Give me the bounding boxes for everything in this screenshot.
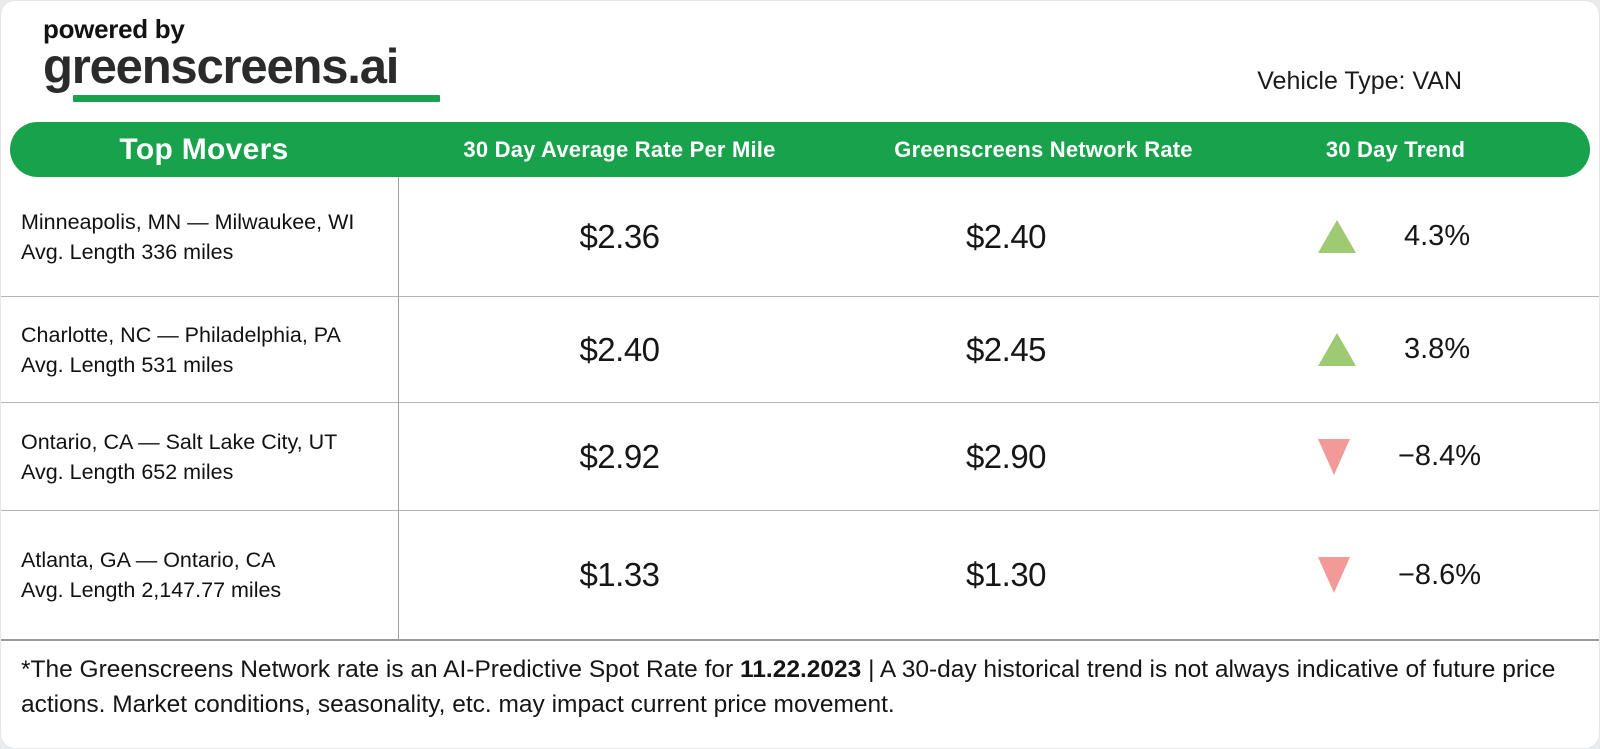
table-row: Ontario, CA — Salt Lake City, UT Avg. Le… — [1, 403, 1599, 511]
route-cell: Ontario, CA — Salt Lake City, UT Avg. Le… — [1, 427, 398, 487]
greenscreens-logo: powered by greenscreens.ai — [43, 14, 440, 102]
route-label: Ontario, CA — Salt Lake City, UT — [21, 429, 338, 454]
footnote-date: 11.22.2023 — [739, 656, 862, 683]
footnote: *The Greenscreens Network rate is an AI-… — [21, 652, 1581, 722]
brand-underline — [73, 95, 440, 102]
avg-rate-value: $2.92 — [579, 437, 660, 475]
network-rate-value: $2.90 — [965, 437, 1047, 475]
route-cell: Atlanta, GA — Ontario, CA Avg. Length 2,… — [1, 545, 398, 605]
column-divider — [398, 177, 399, 641]
trend-percent: −8.6% — [1398, 558, 1482, 591]
table-body: Minneapolis, MN — Milwaukee, WI Avg. Len… — [1, 177, 1599, 641]
route-cell: Charlotte, NC — Philadelphia, PA Avg. Le… — [1, 320, 398, 380]
table-row: Charlotte, NC — Philadelphia, PA Avg. Le… — [1, 297, 1599, 403]
trend-up-icon — [1318, 220, 1356, 253]
trend-percent: −8.4% — [1398, 440, 1482, 472]
table-row: Atlanta, GA — Ontario, CA Avg. Length 2,… — [1, 511, 1599, 641]
trend-up-icon — [1318, 333, 1356, 366]
network-rate-value: $2.40 — [965, 217, 1047, 255]
avg-rate-value: $2.40 — [579, 330, 660, 368]
network-rate-value: $2.45 — [965, 330, 1047, 368]
trend-cell: 4.3% — [1246, 220, 1599, 253]
network-rate-value: $1.30 — [965, 556, 1047, 593]
trend-down-icon — [1318, 557, 1350, 593]
route-label: Charlotte, NC — Philadelphia, PA — [21, 322, 341, 347]
brand-name: greenscreens.ai — [43, 40, 399, 94]
avg-length-label: Avg. Length 531 miles — [21, 352, 234, 377]
avg-length-label: Avg. Length 2,147.77 miles — [21, 578, 282, 602]
avg-rate-value: $2.36 — [579, 217, 660, 255]
header-network-rate: Greenscreens Network Rate — [894, 136, 1193, 162]
trend-down-icon — [1318, 438, 1350, 475]
powered-by-text: powered by — [43, 14, 185, 44]
route-label: Minneapolis, MN — Milwaukee, WI — [21, 209, 355, 234]
trend-cell: −8.4% — [1246, 438, 1599, 475]
trend-percent: 4.3% — [1404, 220, 1471, 252]
avg-rate-value: $1.33 — [579, 556, 660, 593]
route-cell: Minneapolis, MN — Milwaukee, WI Avg. Len… — [1, 207, 398, 267]
vehicle-type-label: Vehicle Type: VAN — [1257, 67, 1462, 95]
footnote-suffix: | A 30-day historical trend is not alway… — [21, 656, 1556, 718]
header-trend: 30 Day Trend — [1325, 136, 1466, 162]
footnote-prefix: *The Greenscreens Network rate is an AI-… — [21, 656, 740, 683]
avg-length-label: Avg. Length 336 miles — [21, 239, 234, 264]
avg-length-label: Avg. Length 652 miles — [21, 459, 234, 484]
trend-cell: 3.8% — [1246, 333, 1599, 366]
header-avg-rate: 30 Day Average Rate Per Mile — [463, 136, 776, 162]
table-header-bar: Top Movers 30 Day Average Rate Per Mile … — [10, 122, 1590, 177]
table-row: Minneapolis, MN — Milwaukee, WI Avg. Len… — [1, 177, 1599, 297]
route-label: Atlanta, GA — Ontario, CA — [21, 548, 276, 572]
header-top-movers: Top Movers — [119, 132, 289, 166]
trend-percent: 3.8% — [1404, 333, 1471, 365]
trend-cell: −8.6% — [1246, 557, 1599, 593]
